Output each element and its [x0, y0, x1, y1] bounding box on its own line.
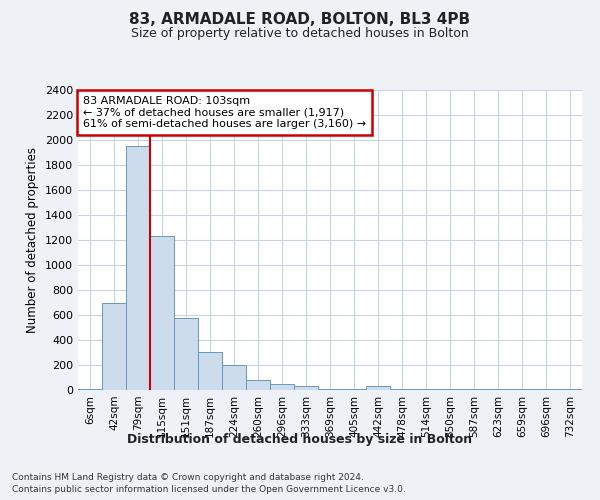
Y-axis label: Number of detached properties: Number of detached properties: [26, 147, 40, 333]
Bar: [366, 386, 390, 390]
Text: 83 ARMADALE ROAD: 103sqm
← 37% of detached houses are smaller (1,917)
61% of sem: 83 ARMADALE ROAD: 103sqm ← 37% of detach…: [83, 96, 366, 129]
Text: Size of property relative to detached houses in Bolton: Size of property relative to detached ho…: [131, 28, 469, 40]
Text: 83, ARMADALE ROAD, BOLTON, BL3 4PB: 83, ARMADALE ROAD, BOLTON, BL3 4PB: [130, 12, 470, 28]
Text: Distribution of detached houses by size in Bolton: Distribution of detached houses by size …: [127, 432, 473, 446]
Text: Contains public sector information licensed under the Open Government Licence v3: Contains public sector information licen…: [12, 485, 406, 494]
Text: Contains HM Land Registry data © Crown copyright and database right 2024.: Contains HM Land Registry data © Crown c…: [12, 472, 364, 482]
Bar: [246, 380, 270, 390]
Bar: [414, 389, 438, 390]
Bar: [78, 389, 102, 390]
Bar: [126, 146, 150, 390]
Bar: [270, 384, 294, 390]
Bar: [294, 386, 318, 390]
Bar: [150, 236, 174, 390]
Bar: [198, 352, 222, 390]
Bar: [222, 365, 246, 390]
Bar: [174, 318, 198, 390]
Bar: [102, 302, 126, 390]
